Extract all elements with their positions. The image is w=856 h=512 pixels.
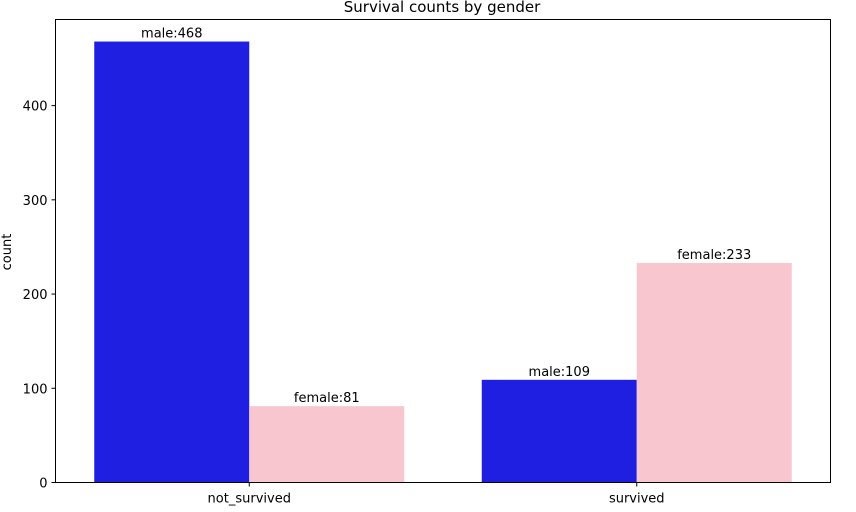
y-tick-label: 0	[39, 477, 47, 492]
x-tick-label: not_survived	[208, 492, 291, 507]
bar-female-not-survived	[249, 406, 405, 483]
y-tick-label: 100	[23, 382, 48, 397]
y-axis-ticks: 0 100 200 300 400	[23, 100, 56, 492]
x-tick-label: survived	[609, 492, 665, 507]
bar-label-female-survived: female:233	[677, 248, 751, 263]
bar-male-not-survived	[94, 41, 250, 483]
y-axis-label: count	[0, 234, 15, 271]
bars-group	[94, 41, 792, 483]
y-tick-label: 400	[23, 100, 48, 115]
bar-label-male-survived: male:109	[529, 365, 590, 380]
plot-frame	[55, 19, 831, 483]
y-tick-label: 200	[23, 288, 48, 303]
bar-label-female-not-survived: female:81	[294, 391, 360, 406]
y-tick-label: 300	[23, 194, 48, 209]
bar-female-survived	[636, 262, 792, 483]
chart-title: Survival counts by gender	[344, 0, 541, 16]
x-axis-ticks: not_survived survived	[208, 482, 665, 507]
bar-label-male-not-survived: male:468	[141, 27, 202, 42]
bar-labels-group: male:468 female:81 male:109 female:233	[141, 27, 751, 407]
bar-male-survived	[481, 379, 637, 483]
